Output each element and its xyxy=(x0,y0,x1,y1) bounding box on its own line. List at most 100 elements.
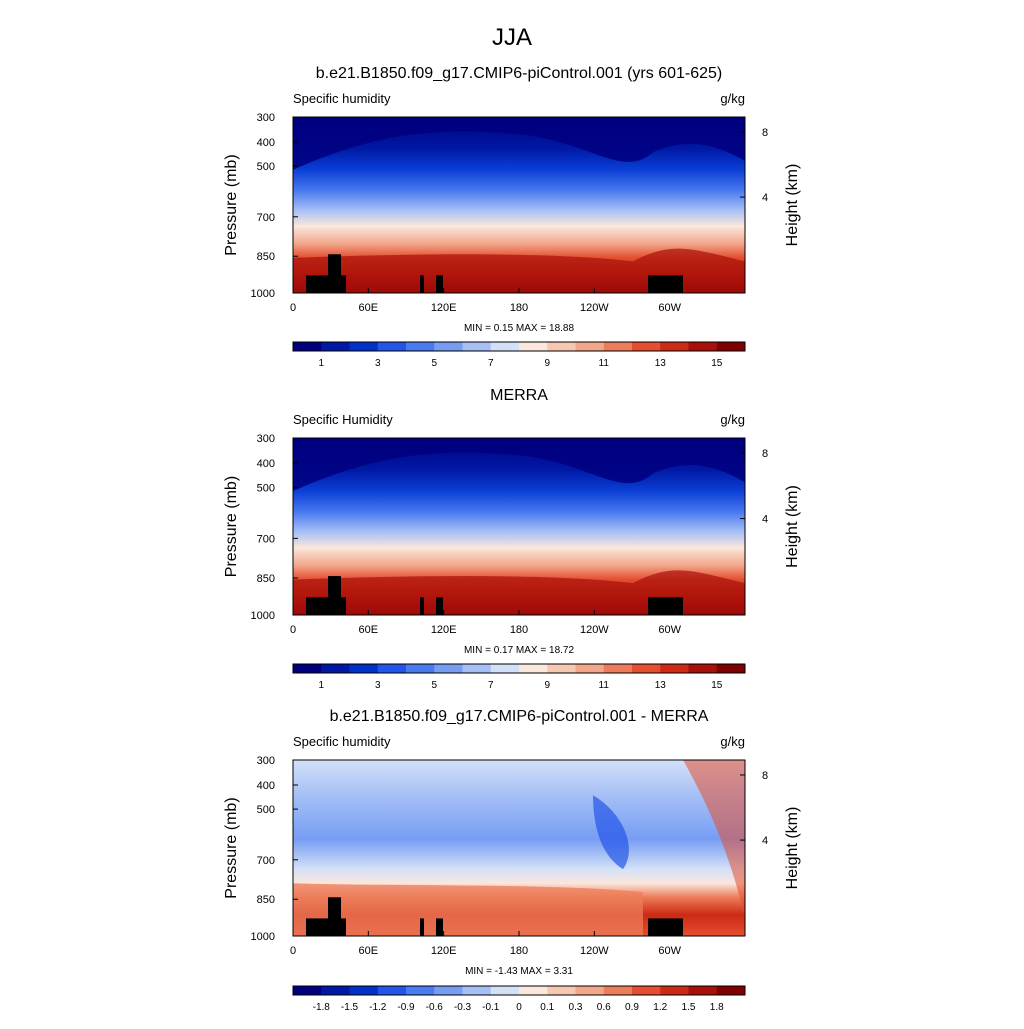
colorbar-swatch xyxy=(490,342,520,351)
terrain-mask xyxy=(436,918,443,936)
terrain-mask xyxy=(420,918,424,936)
colorbar-swatch xyxy=(547,342,576,351)
positive-anomaly-east xyxy=(683,760,745,919)
colorbar-swatch xyxy=(293,986,322,995)
terrain-mask xyxy=(420,597,424,615)
colorbar-swatch xyxy=(603,986,633,995)
colorbar-swatch xyxy=(603,664,633,673)
y-tick-label: 700 xyxy=(257,212,275,224)
height-tick-label: 8 xyxy=(762,448,768,460)
y-tick-label: 850 xyxy=(257,894,275,906)
colorbar-label: 9 xyxy=(544,358,550,369)
colorbar-label: 0.6 xyxy=(597,1002,611,1013)
x-tick-label: 0 xyxy=(290,945,296,957)
colorbar-label: 3 xyxy=(375,358,381,369)
colorbar-swatch xyxy=(716,986,746,995)
x-tick-label: 0 xyxy=(290,624,296,636)
panel-title: MERRA xyxy=(490,387,548,404)
colorbar-swatch xyxy=(519,664,548,673)
colorbar-label: 0.1 xyxy=(540,1002,554,1013)
colorbar-label: 0.3 xyxy=(569,1002,583,1013)
x-tick-label: 120W xyxy=(580,624,609,636)
colorbar-label: 7 xyxy=(488,358,494,369)
colorbar-label: -1.2 xyxy=(369,1002,387,1013)
colorbar-swatch xyxy=(293,342,322,351)
y-axis-title: Pressure (mb) xyxy=(223,797,240,898)
x-tick-label: 60W xyxy=(658,302,681,314)
terrain-mask xyxy=(648,275,683,293)
y-tick-label: 300 xyxy=(257,755,275,767)
colorbar-label: 13 xyxy=(655,680,667,691)
y-tick-label: 400 xyxy=(257,780,275,792)
colorbar-swatch xyxy=(321,664,350,673)
y-tick-label: 1000 xyxy=(251,288,275,300)
y-axis-title: Pressure (mb) xyxy=(223,476,240,577)
colorbar-swatch xyxy=(603,342,633,351)
terrain-mask xyxy=(328,576,341,615)
panel-title: b.e21.B1850.f09_g17.CMIP6-piControl.001 … xyxy=(316,65,722,82)
negative-anomaly xyxy=(593,795,629,870)
colorbar-swatch xyxy=(547,986,576,995)
colorbar-swatch xyxy=(377,986,407,995)
colorbar-swatch xyxy=(377,664,407,673)
colorbar-label: 1.8 xyxy=(710,1002,724,1013)
units-label: g/kg xyxy=(720,734,745,749)
min-max-stats: MIN = -1.43 MAX = 3.31 xyxy=(465,966,573,977)
height-tick-label: 8 xyxy=(762,127,768,139)
x-tick-label: 120E xyxy=(431,624,457,636)
y-axis-title: Pressure (mb) xyxy=(223,154,240,255)
y-tick-label: 500 xyxy=(257,161,275,173)
colorbar-swatch xyxy=(321,986,350,995)
colorbar-label: 1.2 xyxy=(653,1002,667,1013)
colorbar-label: -0.3 xyxy=(454,1002,472,1013)
dry-region xyxy=(293,438,745,492)
colorbar-frame xyxy=(292,663,746,674)
colorbar-label: 1 xyxy=(318,680,324,691)
colorbar-swatch xyxy=(716,664,746,673)
y-tick-label: 850 xyxy=(257,573,275,585)
x-tick-label: 60W xyxy=(658,624,681,636)
x-tick-label: 120W xyxy=(580,945,609,957)
units-label: g/kg xyxy=(720,412,745,427)
colorbar-swatch xyxy=(349,664,379,673)
colorbar-label: 5 xyxy=(431,358,437,369)
colorbar-label: -0.9 xyxy=(397,1002,415,1013)
colorbar-swatch xyxy=(575,986,605,995)
colorbar-swatch xyxy=(406,664,435,673)
colorbar-swatch xyxy=(434,342,463,351)
colorbar-label: 3 xyxy=(375,680,381,691)
x-tick-label: 60W xyxy=(658,945,681,957)
panel-1: b.e21.B1850.f09_g17.CMIP6-piControl.001 … xyxy=(223,65,801,369)
y-tick-label: 700 xyxy=(257,533,275,545)
y-tick-label: 1000 xyxy=(251,931,275,943)
colorbar-label: -1.5 xyxy=(341,1002,359,1013)
colorbar-label: -0.6 xyxy=(426,1002,444,1013)
colorbar-swatch xyxy=(321,342,350,351)
min-max-stats: MIN = 0.15 MAX = 18.88 xyxy=(464,323,574,334)
moist-region xyxy=(293,570,745,615)
x-tick-label: 120E xyxy=(431,945,457,957)
units-label: g/kg xyxy=(720,91,745,106)
colorbar-swatch xyxy=(462,342,492,351)
panel-2: MERRA Specific Humidity g/kg 0 60E 120E 180 120… xyxy=(223,387,801,691)
variable-label: Specific Humidity xyxy=(293,412,393,427)
x-tick-label: 180 xyxy=(510,624,528,636)
colorbar-swatch xyxy=(688,664,718,673)
y-tick-label: 500 xyxy=(257,482,275,494)
colorbar-swatch xyxy=(406,986,435,995)
terrain-mask xyxy=(420,275,424,293)
colorbar-swatch xyxy=(575,664,605,673)
x-tick-label: 60E xyxy=(359,302,379,314)
colorbar-label: 11 xyxy=(599,680,610,691)
positive-anomaly xyxy=(293,883,643,936)
terrain-mask xyxy=(648,597,683,615)
colorbar-swatch xyxy=(660,664,689,673)
terrain-mask xyxy=(648,918,683,936)
y-axis-title-right: Height (km) xyxy=(784,807,801,890)
height-tick-label: 4 xyxy=(762,514,768,526)
terrain-mask xyxy=(436,597,443,615)
y-tick-label: 1000 xyxy=(251,610,275,622)
height-tick-label: 4 xyxy=(762,192,768,204)
colorbar-swatch xyxy=(519,986,548,995)
